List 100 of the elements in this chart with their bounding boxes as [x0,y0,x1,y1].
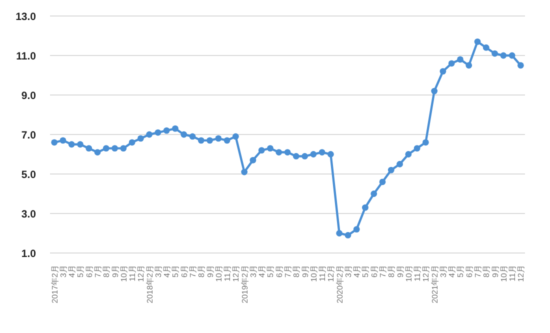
x-tick-label: 10月 [214,265,224,282]
point [267,145,274,152]
point [310,151,317,158]
x-tick-label: 10月 [119,265,128,282]
x-tick-label: 5月 [266,265,276,278]
point [388,166,394,174]
x-tick-label: 9月 [396,265,405,278]
y-tick-label: 11.0 [16,50,36,62]
x-tick-label: 9月 [206,265,215,278]
x-tick-label: 7月 [188,265,198,278]
x-tick-label: 8月 [197,265,206,278]
point [284,149,291,156]
x-tick-label: 5月 [361,265,370,278]
point [120,145,127,152]
y-tick-label: 7.0 [21,130,36,142]
point [112,145,118,152]
point [60,137,66,144]
point [137,135,144,142]
point [163,127,170,134]
y-tick-label: 1.0 [21,248,36,260]
x-tick-label: 7月 [474,265,482,278]
x-tick-label: 2019年2月 [240,265,250,304]
x-tick-label: 6月 [464,265,474,278]
point [431,88,438,94]
x-tick-label: 10月 [499,265,508,282]
x-tick-label: 3月 [248,265,258,278]
x-tick-label: 12月 [422,265,431,282]
x-tick-label: 2020年2月 [335,265,344,304]
x-tick-label: 4月 [352,265,362,278]
x-tick-label: 12月 [136,265,146,282]
point [180,131,188,138]
x-tick-label: 5月 [76,265,86,278]
x-tick-label: 3月 [58,265,68,278]
x-tick-label: 9月 [110,265,120,278]
x-tick-label: 6月 [84,265,94,278]
point [224,137,230,144]
x-tick-label: 8月 [387,265,396,278]
point [414,145,420,152]
point [370,190,378,197]
point [482,44,490,51]
point [146,131,153,138]
x-tick-label: 7月 [378,265,388,278]
x-tick-label: 6月 [274,265,284,278]
x-tick-label: 11月 [318,265,328,282]
x-tick-label: 12月 [516,265,526,282]
point [336,230,343,236]
x-tick-label: 9月 [300,265,310,278]
point [318,149,326,156]
point [94,149,101,156]
x-tick-label: 4月 [258,265,267,278]
point [86,145,92,152]
point [344,232,352,238]
x-tick-label: 3月 [154,265,163,278]
x-tick-label: 8月 [102,265,112,278]
x-tick-label: 12月 [326,265,336,282]
point [440,68,446,74]
y-tick-label: 13.0 [16,11,36,23]
point [68,141,75,148]
point [422,139,429,146]
point [517,62,524,69]
point [327,151,334,158]
x-tick-label: 6月 [370,265,379,278]
x-tick-label: 4月 [68,265,77,278]
x-tick-label: 5月 [456,265,466,278]
x-tick-label: 8月 [292,265,302,278]
point [128,139,136,146]
point [198,137,204,144]
point [353,226,360,232]
point [508,52,516,59]
point [241,168,248,176]
x-tick-label: 11月 [508,265,518,282]
point [292,153,300,160]
point [405,151,412,158]
x-tick-label: 12月 [232,265,241,282]
x-tick-label: 7月 [284,265,292,278]
point [189,133,196,140]
x-tick-label: 5月 [171,265,180,278]
point [51,139,58,146]
point [215,135,222,142]
point [258,147,265,154]
x-tick-label: 2017年2月 [50,265,60,304]
x-tick-label: 4月 [162,265,172,278]
point [500,52,507,59]
point [379,178,386,186]
point [232,133,239,140]
point [172,125,178,132]
point [250,156,256,164]
point [474,38,481,45]
point [77,141,84,148]
point [492,50,498,57]
point [448,60,455,67]
x-tick-label: 6月 [180,265,189,278]
x-tick-label: 7月 [94,265,102,278]
x-tick-label: 11月 [223,265,232,282]
point [276,149,282,156]
x-tick-label: 11月 [413,265,422,282]
point [362,204,368,211]
y-tick-label: 9.0 [21,90,36,102]
point [457,56,464,63]
x-tick-label: 4月 [448,265,457,278]
